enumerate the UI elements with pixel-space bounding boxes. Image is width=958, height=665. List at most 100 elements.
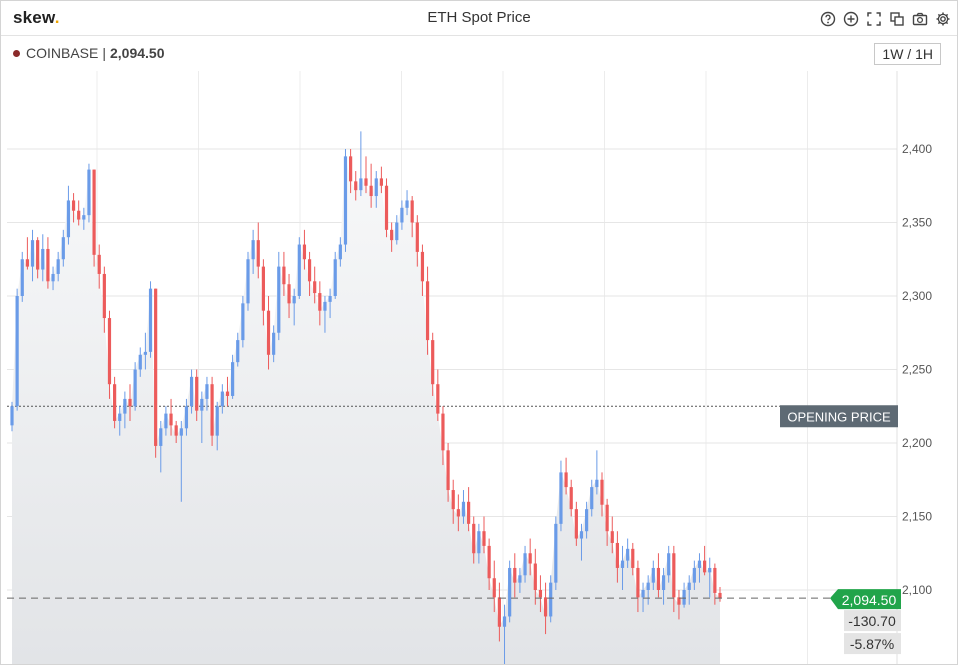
candle-body — [446, 450, 450, 491]
change-pct-label: -5.87% — [850, 636, 894, 652]
candle-body — [482, 531, 486, 546]
timeframe-selector[interactable]: 1W / 1H — [874, 43, 941, 65]
candle-body — [128, 398, 132, 407]
candle-body — [600, 479, 604, 505]
y-tick-label: 2,100 — [902, 583, 932, 597]
candle-body — [338, 244, 342, 260]
candle-body — [154, 288, 158, 446]
skew-logo[interactable]: skew. — [13, 8, 60, 28]
price-area — [12, 156, 720, 664]
candle-body — [461, 501, 466, 517]
candle-body — [61, 237, 65, 260]
candle-body — [354, 181, 358, 191]
candle-body — [451, 490, 455, 510]
candle-body — [164, 413, 168, 429]
camera-icon[interactable] — [911, 10, 928, 27]
candle-body — [384, 185, 389, 230]
logo-text: skew — [13, 8, 55, 27]
candle-body — [585, 509, 589, 532]
candle-body — [251, 240, 255, 260]
candle-body — [318, 293, 322, 311]
opening-price-label-bg — [780, 405, 898, 428]
candle-body — [107, 318, 112, 385]
top-bar: skew. ETH Spot Price — [1, 1, 957, 36]
series-color-dot — [13, 49, 20, 57]
candle-body — [425, 281, 430, 341]
candle-body — [410, 200, 414, 223]
change-label: -130.70 — [848, 613, 896, 629]
candle-body — [487, 545, 491, 579]
candle-body — [559, 472, 563, 524]
candle-body — [25, 259, 29, 267]
candle-body — [431, 340, 435, 385]
candle-body — [508, 567, 512, 617]
candle-body — [210, 384, 214, 436]
candle-body — [30, 240, 35, 267]
last-price-label: 2,094.50 — [842, 592, 897, 608]
candle-body — [667, 553, 671, 576]
candle-body — [297, 244, 301, 296]
chart-title: ETH Spot Price — [427, 9, 531, 26]
y-tick-label: 2,200 — [902, 436, 932, 450]
y-tick-label: 2,150 — [902, 510, 932, 524]
candle-body — [77, 210, 81, 220]
legend-price: 2,094.50 — [110, 45, 165, 61]
y-tick-label: 2,400 — [902, 142, 932, 156]
series-legend: COINBASE | 2,094.50 — [13, 45, 165, 61]
candle-body — [564, 472, 568, 488]
candle-body — [472, 523, 476, 554]
candle-body — [672, 553, 676, 598]
candle-body — [502, 616, 507, 627]
candle-body — [92, 169, 96, 255]
candle-body — [605, 504, 609, 532]
candle-body — [615, 542, 619, 568]
candle-body — [277, 266, 281, 333]
candle-body — [200, 398, 204, 411]
candle-body — [241, 303, 245, 341]
candle-body — [246, 259, 250, 304]
change-pct-label-bg — [844, 633, 901, 655]
candle-body — [610, 531, 614, 543]
candle-body — [66, 200, 71, 238]
candle-body — [292, 296, 296, 304]
candle-body — [179, 428, 183, 436]
y-tick-label: 2,250 — [902, 363, 932, 377]
candle-body — [15, 296, 19, 407]
candle-body — [692, 567, 696, 583]
candle-body — [195, 376, 199, 411]
candle-body — [138, 354, 142, 370]
copy-icon[interactable] — [888, 10, 905, 27]
candle-body — [677, 597, 681, 605]
candle-body — [369, 185, 373, 197]
candle-body — [313, 281, 317, 294]
candle-body — [159, 428, 163, 446]
candle-body — [184, 406, 189, 429]
candle-body — [456, 509, 460, 517]
candle-body — [36, 240, 40, 270]
candle-body — [225, 391, 230, 396]
candle-body — [420, 251, 425, 282]
settings-icon[interactable] — [934, 10, 951, 27]
candle-body — [302, 244, 307, 260]
candle-body — [538, 590, 543, 598]
candle-body — [656, 567, 661, 590]
candle-body — [395, 222, 399, 241]
candle-body — [467, 501, 471, 524]
candle-body — [189, 376, 194, 407]
candle-body — [513, 567, 517, 583]
candle-body — [646, 582, 650, 590]
candle-body — [87, 169, 91, 216]
candle-body — [231, 362, 235, 396]
candle-body — [682, 590, 686, 605]
fullscreen-icon[interactable] — [865, 10, 882, 27]
add-icon[interactable] — [842, 10, 859, 27]
candle-body — [415, 222, 419, 252]
candle-body — [636, 567, 640, 598]
candle-body — [266, 310, 271, 355]
candle-body — [620, 560, 625, 568]
candle-body — [436, 384, 440, 414]
change-label-bg — [844, 610, 901, 632]
help-icon[interactable] — [819, 10, 836, 27]
candle-body — [595, 479, 599, 488]
